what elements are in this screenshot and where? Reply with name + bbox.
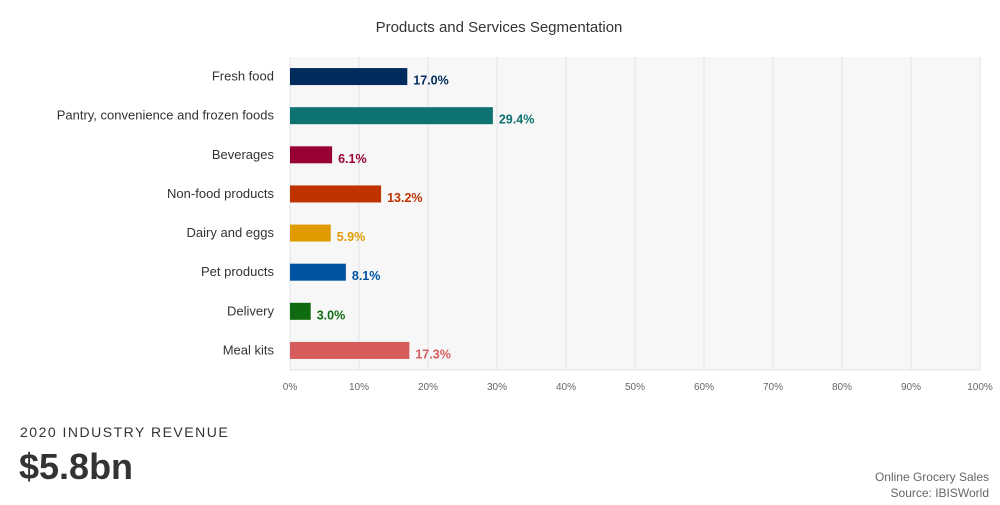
value-label: 3.0% (317, 308, 346, 322)
category-label: Pet products (201, 264, 274, 279)
value-label: 17.0% (413, 74, 448, 88)
x-tick-label: 30% (487, 382, 507, 393)
x-tick-label: 10% (349, 382, 369, 393)
bar (290, 224, 331, 242)
bar (290, 185, 382, 203)
bar (290, 107, 493, 125)
bar (290, 68, 408, 86)
bar (290, 302, 311, 320)
source-credit: Source: IBISWorld (890, 486, 989, 500)
bar (290, 263, 346, 281)
category-labels: Fresh food Pantry, convenience and frozen… (57, 69, 275, 358)
x-tick-label: 70% (763, 382, 783, 393)
x-axis-ticks: 0% 10% 20% 30% 40% 50% 60% 70% 80% 90% 100% (283, 382, 993, 393)
category-label: Beverages (212, 147, 275, 162)
bar (290, 341, 410, 359)
category-label: Dairy and eggs (187, 225, 275, 240)
value-labels: 17.0% 29.4% 6.1% 13.2% 5.9% 8.1% 3.0% 17.3% (317, 74, 535, 362)
chart-title: Products and Services Segmentation (376, 19, 623, 36)
x-tick-label: 0% (283, 382, 298, 393)
x-tick-label: 100% (967, 382, 993, 393)
kpi-value: $5.8bn (19, 446, 134, 487)
kpi-label: 2020 INDUSTRY REVENUE (20, 424, 230, 440)
x-tick-label: 60% (694, 382, 714, 393)
value-label: 29.4% (499, 113, 534, 127)
x-tick-label: 50% (625, 382, 645, 393)
category-label: Meal kits (223, 342, 275, 357)
category-label: Delivery (227, 303, 274, 318)
x-tick-label: 40% (556, 382, 576, 393)
x-tick-label: 90% (901, 382, 921, 393)
x-tick-label: 80% (832, 382, 852, 393)
category-label: Fresh food (212, 69, 274, 84)
value-label: 8.1% (352, 269, 381, 283)
category-label: Non-food products (167, 186, 274, 201)
bar (290, 146, 333, 164)
value-label: 17.3% (415, 347, 450, 361)
value-label: 13.2% (387, 191, 422, 205)
value-label: 6.1% (338, 152, 367, 166)
footer: Online Grocery Sales Source: IBISWorld (875, 469, 989, 501)
value-label: 5.9% (337, 230, 366, 244)
category-label: Pantry, convenience and frozen foods (57, 108, 275, 123)
industry-name: Online Grocery Sales (874, 470, 989, 484)
bars (290, 68, 493, 359)
x-tick-label: 20% (418, 382, 438, 393)
